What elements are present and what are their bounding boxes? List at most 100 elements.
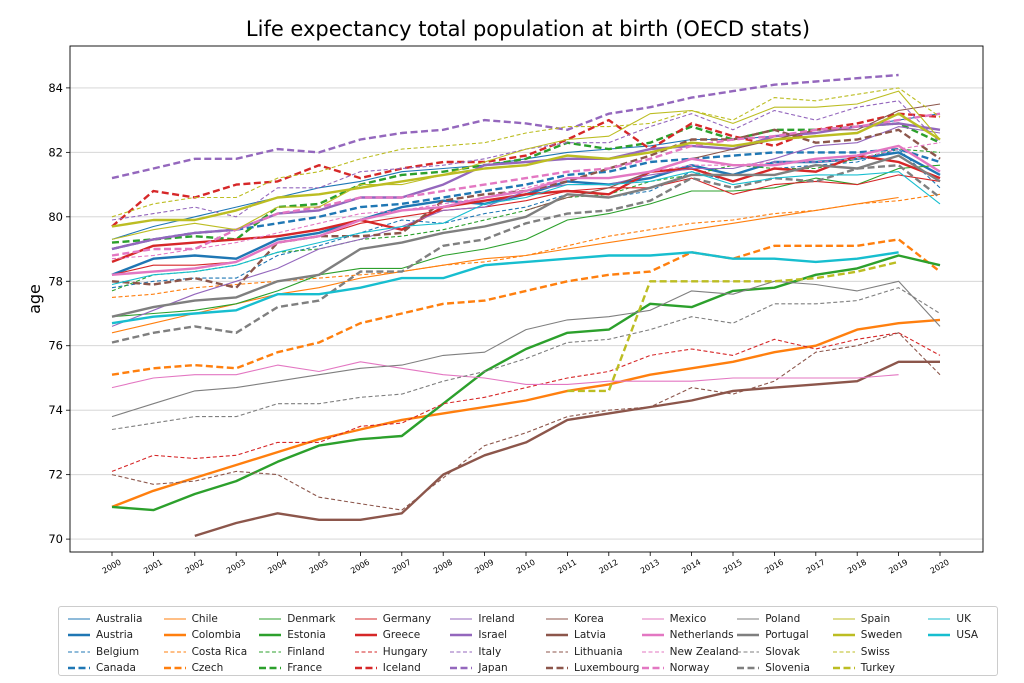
series-line-latvia xyxy=(194,360,940,538)
legend-swatch xyxy=(259,650,282,653)
legend-swatch xyxy=(450,666,473,670)
legend-label: Portugal xyxy=(765,629,809,641)
x-tick-label: 2015 xyxy=(722,558,744,576)
legend-swatch xyxy=(68,650,90,653)
legend-item: Austria xyxy=(67,627,133,644)
legend-swatch xyxy=(546,666,568,670)
x-tick-label: 2011 xyxy=(556,558,578,576)
legend-swatch xyxy=(354,617,377,620)
x-tick-label: 2016 xyxy=(763,558,785,576)
legend-swatch xyxy=(641,633,664,637)
chart-legend: Australia Austria Belgium Canada Chile Colomb… xyxy=(58,606,998,676)
y-tick-label: 82 xyxy=(48,145,63,159)
legend-label: Japan xyxy=(478,662,508,674)
series-line-portugal xyxy=(111,154,941,318)
legend-item: Luxembourg xyxy=(545,660,639,677)
legend-label: Germany xyxy=(382,612,432,625)
legend-label: Turkey xyxy=(860,662,895,674)
legend-swatch xyxy=(354,650,377,653)
series-line-slovak xyxy=(111,287,941,431)
legend-label: Slovak xyxy=(765,645,800,658)
series-line-turkey xyxy=(567,260,899,393)
legend-swatch xyxy=(546,617,568,620)
legend-label: Netherlands xyxy=(669,629,734,641)
legend-swatch xyxy=(546,633,568,637)
legend-swatch xyxy=(832,617,855,620)
legend-item: Norway xyxy=(641,660,709,677)
x-tick-label: 2018 xyxy=(846,558,868,576)
series-line-slovenia xyxy=(111,164,941,344)
legend-swatch xyxy=(68,633,90,637)
legend-label: Spain xyxy=(860,612,891,625)
legend-item: USA xyxy=(927,627,978,644)
series-line-mexico xyxy=(111,361,899,389)
plot-frame xyxy=(69,45,984,553)
series-line-uk xyxy=(111,171,941,286)
legend-item: Finland xyxy=(258,643,325,660)
legend-item: Estonia xyxy=(258,627,326,644)
legend-item: Australia xyxy=(67,610,142,627)
legend-label: Hungary xyxy=(382,645,428,658)
legend-swatch xyxy=(450,617,473,620)
legend-item: Czech xyxy=(163,660,223,677)
x-tick-label: 2019 xyxy=(887,558,909,576)
legend-item: Lithuania xyxy=(545,643,623,660)
legend-item: Portugal xyxy=(736,627,809,644)
series-line-sweden xyxy=(111,112,941,228)
series-line-costa-rica xyxy=(111,193,941,298)
x-tick-label: 2004 xyxy=(266,558,288,576)
x-tick-label: 2012 xyxy=(597,558,619,576)
legend-item: Chile xyxy=(163,610,218,627)
x-tick-label: 2014 xyxy=(680,558,702,576)
legend-swatch xyxy=(737,650,760,653)
legend-item: Netherlands xyxy=(641,627,734,644)
legend-swatch xyxy=(641,617,664,620)
legend-label: Costa Rica xyxy=(191,645,248,658)
legend-item: Korea xyxy=(545,610,604,627)
legend-label: Swiss xyxy=(860,645,890,658)
legend-swatch xyxy=(259,633,282,637)
legend-item: Slovak xyxy=(736,643,800,660)
legend-label: Greece xyxy=(382,629,421,641)
legend-label: France xyxy=(287,662,323,674)
legend-label: Lithuania xyxy=(574,645,623,658)
series-line-lithuania xyxy=(111,332,941,511)
legend-item: Israel xyxy=(449,627,507,644)
legend-item: Colombia xyxy=(163,627,241,644)
legend-label: Luxembourg xyxy=(574,662,640,674)
legend-swatch xyxy=(737,617,760,620)
legend-item: Latvia xyxy=(545,627,606,644)
series-line-new-zealand xyxy=(111,142,941,260)
series-line-france xyxy=(111,122,941,244)
legend-item: Mexico xyxy=(641,610,706,627)
legend-swatch xyxy=(641,650,664,653)
legend-swatch xyxy=(928,633,951,637)
series-line-czech xyxy=(111,238,941,376)
series-line-greece xyxy=(111,154,941,264)
x-tick-label: 2009 xyxy=(473,558,495,576)
legend-swatch xyxy=(68,666,90,670)
y-tick-label: 80 xyxy=(48,210,63,224)
legend-swatch xyxy=(354,666,377,670)
legend-label: New Zealand xyxy=(669,645,739,658)
legend-item: Hungary xyxy=(354,643,428,660)
legend-label: USA xyxy=(956,629,979,641)
legend-item: Canada xyxy=(67,660,136,677)
series-line-japan xyxy=(111,73,899,180)
legend-swatch xyxy=(832,633,855,637)
legend-swatch xyxy=(737,666,760,670)
legend-item: Swiss xyxy=(832,643,890,660)
x-tick-label: 2013 xyxy=(639,558,661,576)
series-line-norway xyxy=(111,112,941,257)
x-tick-label: 2001 xyxy=(142,558,164,576)
chart-title: Life expectancy total population at birt… xyxy=(246,17,810,41)
y-tick-label: 84 xyxy=(48,81,63,95)
series-line-swiss xyxy=(111,87,941,218)
legend-label: Iceland xyxy=(382,662,421,674)
y-tick-label: 70 xyxy=(48,532,63,546)
legend-label: Ireland xyxy=(478,612,515,625)
legend-swatch xyxy=(928,617,951,620)
legend-swatch xyxy=(259,666,282,670)
legend-item: Japan xyxy=(449,660,508,677)
legend-swatch xyxy=(68,617,90,620)
